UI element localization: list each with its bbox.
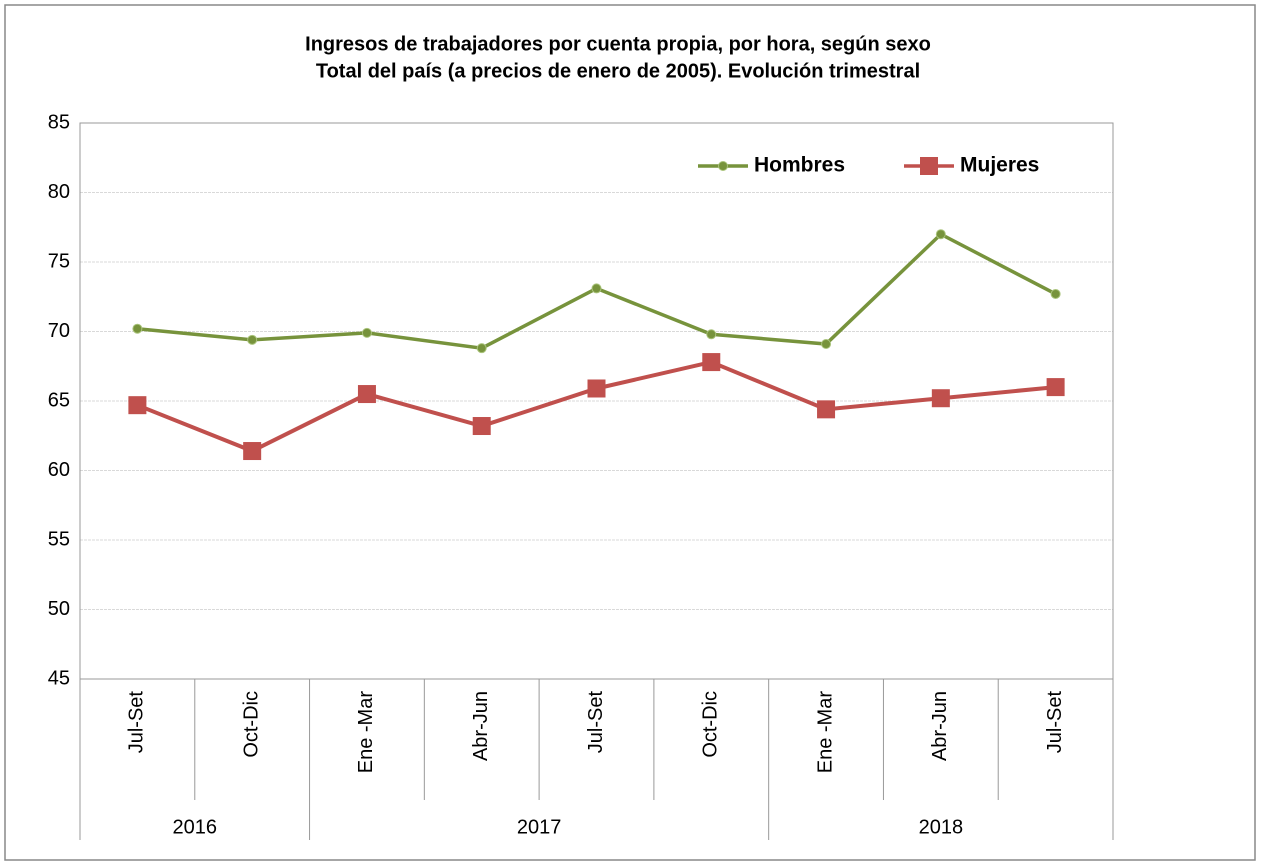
data-point [817, 400, 836, 419]
y-tick-label: 75 [48, 250, 70, 272]
data-point [1046, 378, 1065, 397]
data-point [706, 329, 717, 340]
x-tick-label: Jul-Set [126, 691, 148, 754]
data-point [361, 327, 372, 338]
y-tick-label: 60 [48, 459, 70, 481]
x-tick-label: Jul-Set [1044, 691, 1066, 754]
chart-title: Ingresos de trabajadores por cuenta prop… [305, 33, 931, 55]
x-tick-label: Ene -Mar [814, 691, 836, 774]
data-point [702, 353, 721, 372]
x-tick-label: Oct-Dic [700, 691, 722, 758]
y-tick-label: 80 [48, 181, 70, 203]
data-point [935, 229, 946, 240]
group-label: 2018 [919, 816, 964, 838]
data-point [931, 389, 950, 408]
x-tick-label: Oct-Dic [240, 691, 262, 758]
y-tick-label: 85 [48, 111, 70, 133]
legend-marker [718, 161, 728, 171]
legend-marker [920, 157, 938, 175]
x-tick-label: Jul-Set [585, 691, 607, 754]
y-tick-label: 50 [48, 598, 70, 620]
y-tick-label: 65 [48, 389, 70, 411]
chart-frame [4, 4, 1256, 861]
data-point [247, 334, 258, 345]
data-point [357, 385, 376, 404]
plot-border [79, 122, 1114, 680]
group-label: 2017 [517, 816, 562, 838]
y-tick-label: 70 [48, 320, 70, 342]
y-tick-label: 45 [48, 667, 70, 689]
legend-label: Mujeres [960, 154, 1039, 177]
data-point [821, 339, 832, 350]
data-point [472, 417, 491, 436]
data-point [587, 379, 606, 398]
data-point [1050, 288, 1061, 299]
y-tick-label: 55 [48, 528, 70, 550]
data-point [132, 323, 143, 334]
data-point [591, 283, 602, 294]
x-tick-label: Ene -Mar [355, 691, 377, 774]
x-tick-label: Abr-Jun [929, 691, 951, 761]
data-point [476, 343, 487, 354]
data-point [243, 442, 262, 461]
data-point [128, 396, 147, 415]
chart-subtitle: Total del país (a precios de enero de 20… [316, 60, 920, 82]
group-label: 2016 [173, 816, 218, 838]
legend-label: Hombres [754, 154, 845, 177]
x-tick-label: Abr-Jun [470, 691, 492, 761]
